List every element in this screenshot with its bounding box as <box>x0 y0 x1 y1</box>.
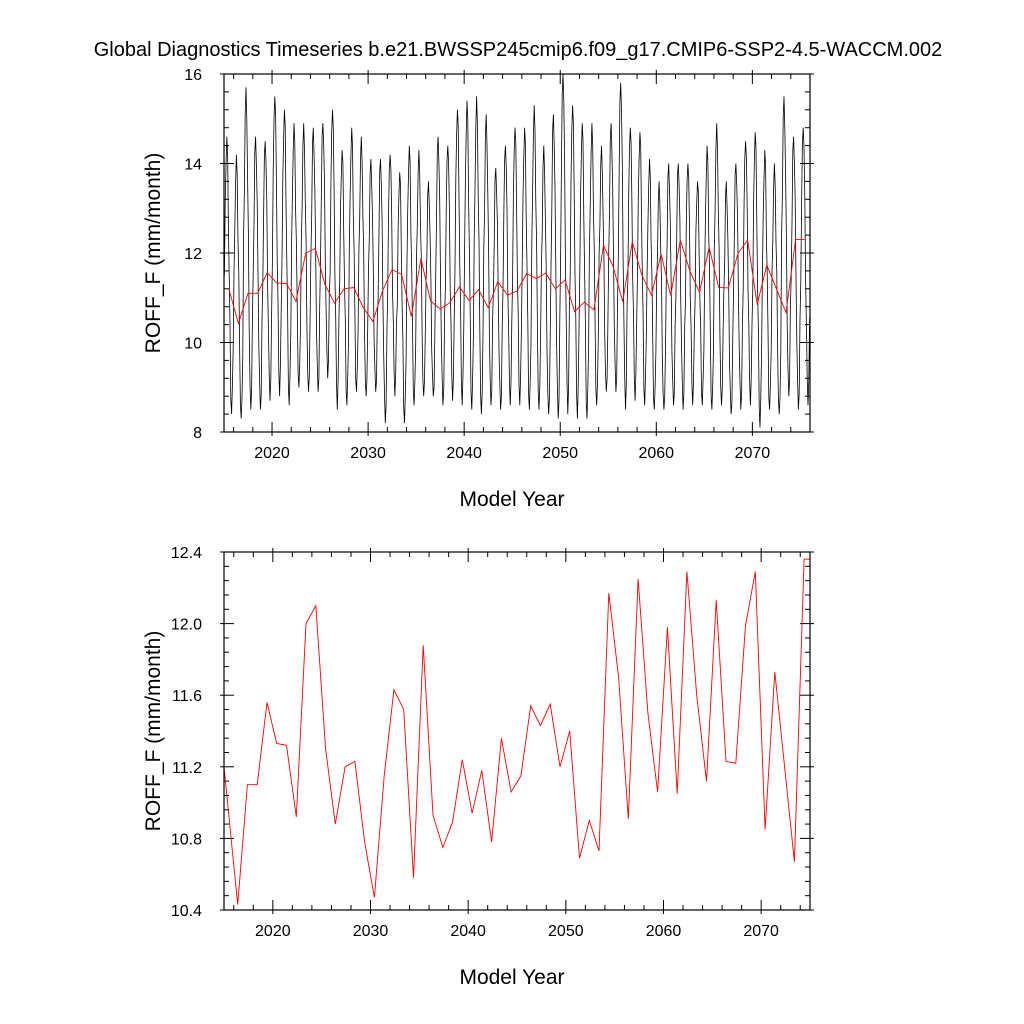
bottom-x-tick-label: 2020 <box>255 923 291 940</box>
bottom-y-tick-label: 12.4 <box>171 545 202 562</box>
bottom-x-tick-label: 2070 <box>743 923 779 940</box>
bottom-x-tick-label: 2030 <box>353 923 389 940</box>
top-y-tick-label: 12 <box>184 246 202 263</box>
bottom-y-tick-label: 10.4 <box>171 903 202 920</box>
top-x-tick-label: 2020 <box>254 445 290 462</box>
bottom-x-tick-label: 2040 <box>450 923 486 940</box>
top-y-tick-label: 14 <box>184 157 202 174</box>
top-x-tick-label: 2040 <box>446 445 482 462</box>
bottom-y-tick-label: 10.8 <box>171 831 202 848</box>
bottom-panel-ticks: 2020 2030 2040 2050 2060 2070 10.4 10.8 11.2 11.6… <box>171 545 814 940</box>
top-panel: 2020 2030 2040 2050 2060 2070 8 10 12 14 16 Model … <box>142 67 814 511</box>
top-x-axis-label: Model Year <box>459 488 564 511</box>
top-x-tick-label: 2030 <box>350 445 386 462</box>
bottom-panel-frame <box>223 551 811 911</box>
top-y-tick-label: 10 <box>184 336 202 353</box>
top-x-tick-label: 2060 <box>638 445 674 462</box>
top-y-tick-label: 8 <box>193 425 202 442</box>
top-panel-plot-area <box>224 74 810 428</box>
top-x-tick-label: 2050 <box>542 445 578 462</box>
chart-title: Global Diagnostics Timeseries b.e21.BWSS… <box>94 39 943 61</box>
bottom-x-axis-label: Model Year <box>459 966 564 989</box>
bottom-y-axis-label: ROFF_F (mm/month) <box>142 631 165 832</box>
monthly-series-line <box>224 74 810 428</box>
bottom-panel: 2020 2030 2040 2050 2060 2070 10.4 10.8 11.2 11.6… <box>142 545 814 989</box>
top-y-tick-label: 16 <box>184 67 202 84</box>
top-y-axis-label: ROFF_F (mm/month) <box>142 153 165 354</box>
bottom-annual-mean-line <box>224 558 810 905</box>
bottom-x-tick-label: 2060 <box>646 923 682 940</box>
top-panel-ticks: 2020 2030 2040 2050 2060 2070 8 10 12 14 16 <box>184 67 814 462</box>
top-x-tick-label: 2070 <box>735 445 771 462</box>
bottom-y-tick-label: 11.6 <box>172 688 202 705</box>
bottom-x-tick-label: 2050 <box>548 923 584 940</box>
top-panel-frame <box>223 73 811 433</box>
top-annual-mean-line <box>228 238 806 325</box>
bottom-y-tick-label: 12.0 <box>171 617 202 634</box>
bottom-y-tick-label: 11.2 <box>172 760 202 777</box>
bottom-panel-plot-area <box>224 558 810 905</box>
